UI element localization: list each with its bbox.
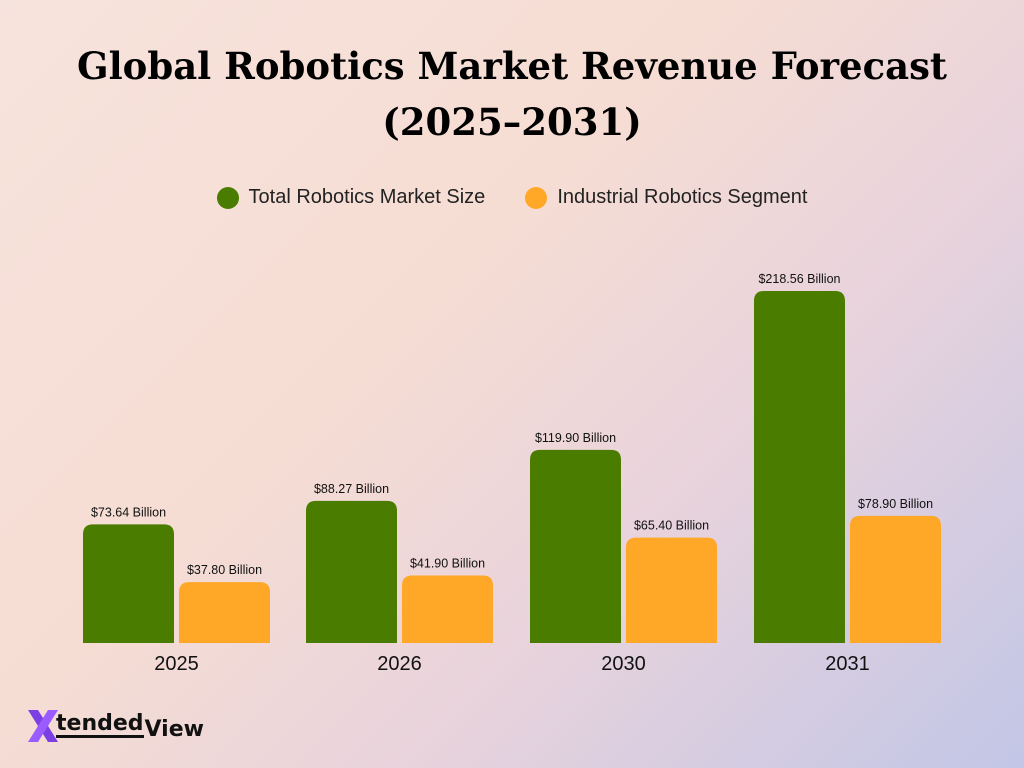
chart-title-line-2: (2025–2031): [382, 100, 642, 144]
bar-industrial-2031: [850, 515, 941, 643]
data-label-industrial-2031: $78.90 Billion: [858, 497, 933, 511]
bar-industrial-2026: [402, 575, 493, 643]
chart-legend: Total Robotics Market Size Industrial Ro…: [0, 186, 1024, 209]
logo-text-tended: tended: [56, 711, 144, 738]
bar-industrial-2025: [179, 582, 270, 643]
logo-x-icon: [28, 710, 58, 742]
chart-title-line-1: Global Robotics Market Revenue Forecast: [77, 44, 947, 88]
legend-item-industrial: Industrial Robotics Segment: [525, 186, 807, 209]
data-label-industrial-2026: $41.90 Billion: [410, 557, 485, 571]
legend-label-industrial: Industrial Robotics Segment: [557, 186, 808, 208]
data-label-total-2026: $88.27 Billion: [314, 482, 389, 496]
bar-industrial-2030: [626, 537, 717, 643]
logo-text-view: View: [144, 717, 204, 742]
chart-title: Global Robotics Market Revenue Forecast …: [0, 38, 1024, 150]
xtendedview-logo: tended View: [26, 700, 204, 744]
legend-dot-total-icon: [216, 186, 239, 209]
legend-dot-industrial-icon: [525, 186, 548, 209]
bar-total-2026: [306, 500, 397, 643]
bar-total-2025: [83, 524, 174, 643]
data-label-total-2031: $218.56 Billion: [758, 272, 840, 286]
data-label-total-2030: $119.90 Billion: [535, 431, 616, 445]
bar-total-2031: [754, 291, 845, 643]
x-tick-label-2026: 2026: [377, 653, 422, 675]
legend-item-total: Total Robotics Market Size: [216, 186, 486, 209]
bar-total-2030: [530, 449, 621, 643]
x-tick-label-2031: 2031: [825, 653, 870, 675]
data-label-industrial-2025: $37.80 Billion: [187, 563, 262, 577]
x-tick-label-2030: 2030: [601, 653, 646, 675]
data-label-industrial-2030: $65.40 Billion: [634, 519, 709, 533]
x-tick-label-2025: 2025: [154, 653, 199, 675]
legend-label-total: Total Robotics Market Size: [248, 186, 486, 208]
data-label-total-2025: $73.64 Billion: [91, 505, 166, 519]
